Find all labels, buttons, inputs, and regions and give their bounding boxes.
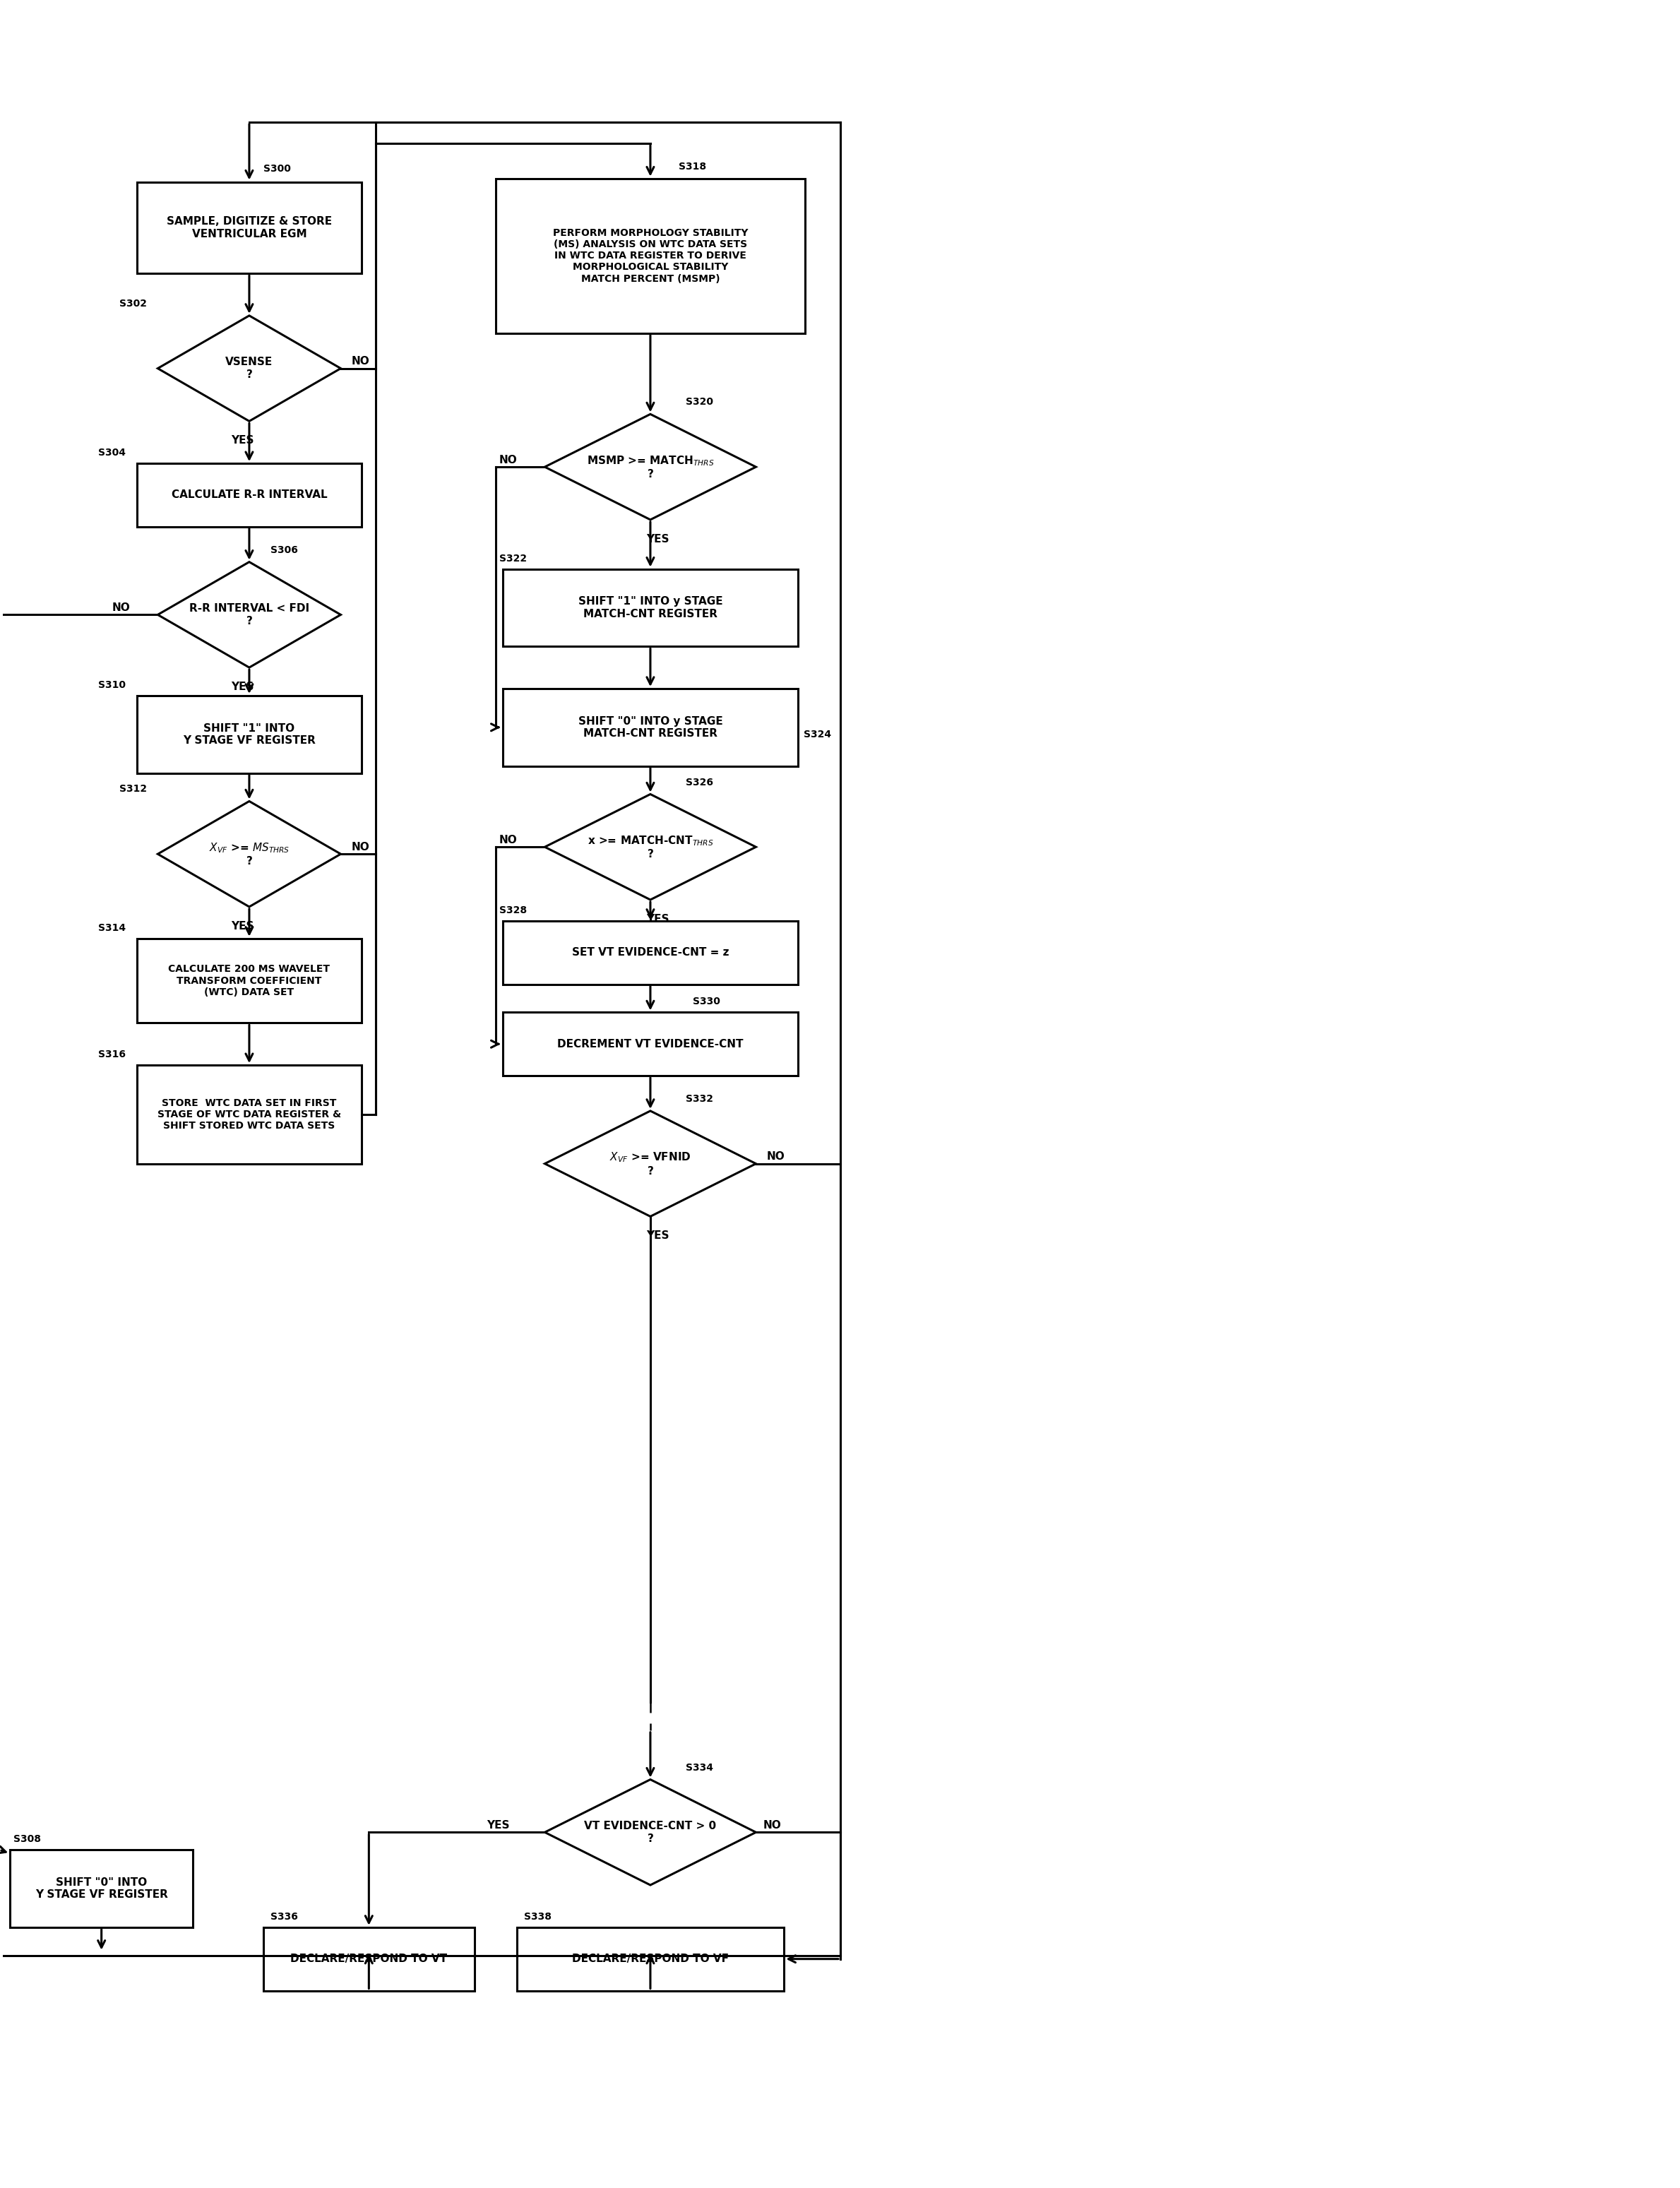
Text: S332: S332 — [685, 1094, 712, 1105]
Text: SHIFT "0" INTO y STAGE
MATCH-CNT REGISTER: SHIFT "0" INTO y STAGE MATCH-CNT REGISTE… — [578, 715, 722, 740]
Text: S318: S318 — [679, 162, 706, 171]
Text: $X_{VF}$ >= VFNID
?: $X_{VF}$ >= VFNID ? — [610, 1151, 690, 1177]
Text: MSMP >= MATCH$_{THRS}$
?: MSMP >= MATCH$_{THRS}$ ? — [586, 455, 714, 479]
Text: NO: NO — [351, 842, 370, 853]
Text: S326: S326 — [685, 777, 712, 788]
Text: SHIFT "0" INTO
Y STAGE VF REGISTER: SHIFT "0" INTO Y STAGE VF REGISTER — [35, 1877, 168, 1899]
Text: S310: S310 — [97, 680, 126, 689]
FancyBboxPatch shape — [502, 689, 798, 766]
Text: S316: S316 — [97, 1050, 126, 1059]
Text: CALCULATE 200 MS WAVELET
TRANSFORM COEFFICIENT
(WTC) DATA SET: CALCULATE 200 MS WAVELET TRANSFORM COEFF… — [168, 965, 329, 998]
Text: DECLARE/RESPOND TO VF: DECLARE/RESPOND TO VF — [571, 1954, 729, 1965]
Text: YES: YES — [645, 1230, 669, 1241]
Text: S320: S320 — [685, 398, 712, 407]
Text: SET VT EVIDENCE-CNT = z: SET VT EVIDENCE-CNT = z — [571, 947, 729, 958]
Text: R-R INTERVAL < FDI
?: R-R INTERVAL < FDI ? — [190, 604, 309, 626]
FancyBboxPatch shape — [136, 182, 361, 274]
FancyBboxPatch shape — [502, 921, 798, 985]
Text: STORE  WTC DATA SET IN FIRST
STAGE OF WTC DATA REGISTER &
SHIFT STORED WTC DATA : STORE WTC DATA SET IN FIRST STAGE OF WTC… — [158, 1098, 341, 1131]
Text: S302: S302 — [119, 300, 146, 309]
Text: S314: S314 — [97, 923, 126, 932]
FancyBboxPatch shape — [136, 696, 361, 772]
Text: x >= MATCH-CNT$_{THRS}$
?: x >= MATCH-CNT$_{THRS}$ ? — [588, 834, 714, 860]
Polygon shape — [544, 1112, 756, 1217]
Polygon shape — [158, 801, 341, 906]
Text: S324: S324 — [803, 729, 832, 740]
Text: NO: NO — [113, 602, 131, 613]
Text: NO: NO — [499, 834, 517, 845]
Text: VSENSE
?: VSENSE ? — [225, 357, 272, 381]
Text: NO: NO — [351, 357, 370, 368]
FancyBboxPatch shape — [502, 1013, 798, 1076]
Text: S334: S334 — [685, 1764, 712, 1772]
Text: YES: YES — [487, 1820, 509, 1831]
Text: S322: S322 — [499, 554, 528, 562]
Text: S312: S312 — [119, 783, 146, 794]
Polygon shape — [544, 794, 756, 899]
Text: SHIFT "1" INTO y STAGE
MATCH-CNT REGISTER: SHIFT "1" INTO y STAGE MATCH-CNT REGISTE… — [578, 597, 722, 619]
Text: S338: S338 — [524, 1912, 551, 1921]
Polygon shape — [158, 315, 341, 420]
Polygon shape — [158, 562, 341, 667]
Text: CALCULATE R-R INTERVAL: CALCULATE R-R INTERVAL — [171, 490, 328, 501]
FancyBboxPatch shape — [496, 179, 805, 333]
FancyBboxPatch shape — [264, 1928, 474, 1991]
Polygon shape — [544, 1779, 756, 1886]
Text: S306: S306 — [270, 545, 297, 556]
Text: PERFORM MORPHOLOGY STABILITY
(MS) ANALYSIS ON WTC DATA SETS
IN WTC DATA REGISTER: PERFORM MORPHOLOGY STABILITY (MS) ANALYS… — [553, 228, 748, 284]
Text: S336: S336 — [270, 1912, 297, 1921]
Text: DECLARE/RESPOND TO VT: DECLARE/RESPOND TO VT — [291, 1954, 447, 1965]
Text: NO: NO — [763, 1820, 781, 1831]
Text: $X_{VF}$ >= $MS_{THRS}$
?: $X_{VF}$ >= $MS_{THRS}$ ? — [208, 840, 289, 866]
Text: S308: S308 — [13, 1834, 40, 1844]
Text: YES: YES — [645, 915, 669, 923]
Text: YES: YES — [230, 921, 254, 932]
Text: SAMPLE, DIGITIZE & STORE
VENTRICULAR EGM: SAMPLE, DIGITIZE & STORE VENTRICULAR EGM — [166, 217, 333, 238]
Text: S330: S330 — [692, 998, 721, 1006]
FancyBboxPatch shape — [10, 1849, 193, 1928]
Text: YES: YES — [645, 534, 669, 545]
Text: VT EVIDENCE-CNT > 0
?: VT EVIDENCE-CNT > 0 ? — [585, 1820, 716, 1844]
FancyBboxPatch shape — [136, 939, 361, 1024]
Text: S300: S300 — [264, 164, 291, 173]
FancyBboxPatch shape — [502, 569, 798, 645]
Text: NO: NO — [766, 1151, 785, 1162]
Text: S328: S328 — [499, 906, 528, 915]
Polygon shape — [544, 414, 756, 521]
FancyBboxPatch shape — [136, 1066, 361, 1164]
Text: DECREMENT VT EVIDENCE-CNT: DECREMENT VT EVIDENCE-CNT — [558, 1039, 743, 1050]
FancyBboxPatch shape — [517, 1928, 785, 1991]
FancyBboxPatch shape — [136, 464, 361, 527]
Text: S304: S304 — [97, 449, 126, 457]
Text: NO: NO — [499, 455, 517, 466]
Text: YES: YES — [230, 683, 254, 691]
Text: YES: YES — [230, 435, 254, 446]
Text: SHIFT "1" INTO
Y STAGE VF REGISTER: SHIFT "1" INTO Y STAGE VF REGISTER — [183, 722, 316, 746]
